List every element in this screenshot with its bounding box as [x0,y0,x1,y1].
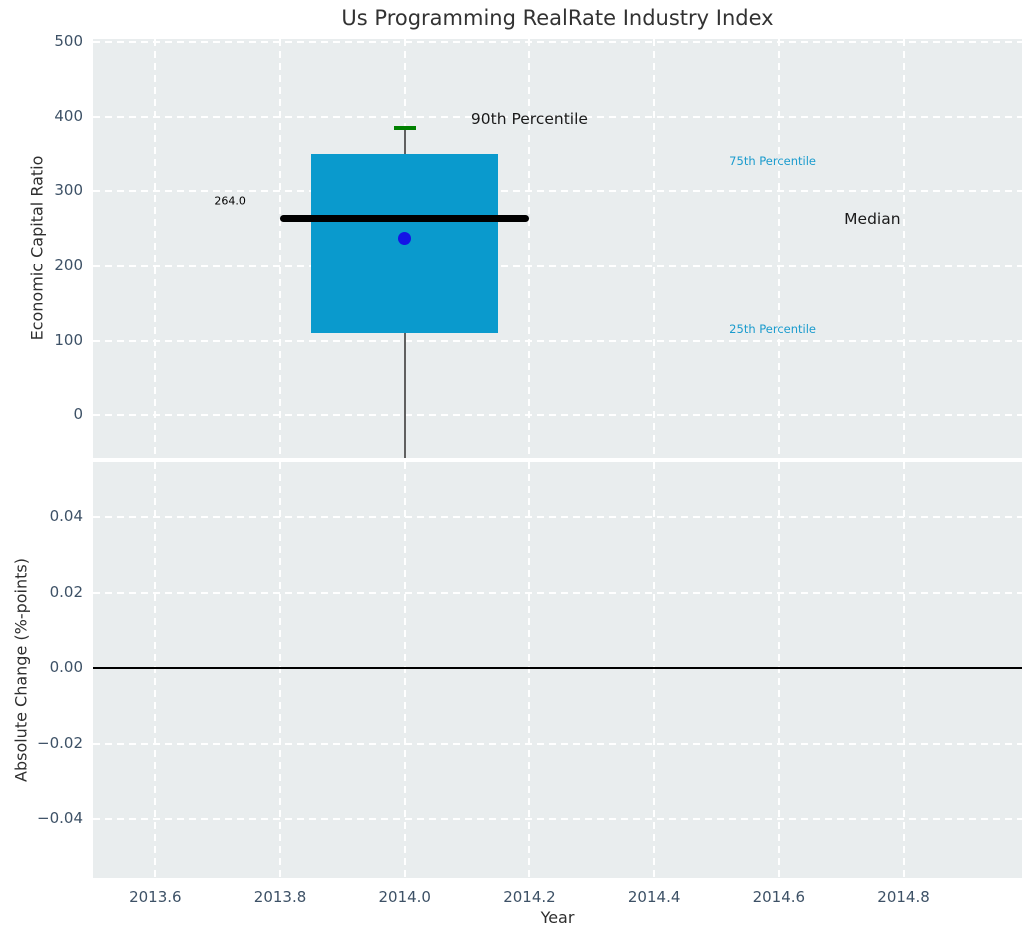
zero-line [93,667,1022,670]
x-tick-label: 2013.6 [129,888,182,906]
x-tick-label: 2014.8 [877,888,930,906]
gridline-horizontal [93,190,1022,193]
gridline-vertical [653,39,656,458]
gridline-horizontal [93,591,1022,594]
gridline-vertical [154,462,157,878]
y-tick-label: 300 [54,181,83,200]
gridline-vertical [154,39,157,458]
25th-percentile-label: 25th Percentile [729,321,817,336]
gridline-horizontal [93,339,1022,342]
y-tick-label: 0.00 [49,658,83,677]
75th-percentile-label: 75th Percentile [729,153,817,168]
gridline-vertical [777,39,780,458]
plot-area-bottom [93,462,1022,878]
y-tick-label: 0 [73,405,83,424]
gridline-horizontal [93,742,1022,745]
median-line [280,214,530,222]
gridline-vertical [528,462,531,878]
gridline-vertical [902,39,905,458]
gridline-horizontal [93,516,1022,519]
y-tick-label: 100 [54,330,83,349]
x-tick-label: 2013.8 [253,888,307,906]
gridline-vertical [279,39,282,458]
y-tick-label: 0.02 [49,582,83,601]
median-label: Median [844,209,901,228]
gridline-vertical [528,39,531,458]
y-tick-label: 0.04 [49,507,83,526]
y-tick-label: 400 [54,106,83,125]
90th-percentile-label: 90th Percentile [470,109,588,128]
y-tick-label: −0.04 [37,809,83,828]
plot-area-top: 264.0 90th Percentile 75th Percentile Media… [93,39,1022,458]
company-marker-dot [398,231,412,245]
gridline-horizontal [93,115,1022,118]
x-tick-label: 2014.0 [378,888,431,906]
x-axis-label: Year [540,908,575,927]
gridline-vertical [777,462,780,878]
x-tick-label: 2014.6 [752,888,806,906]
x-tick-label: 2014.4 [627,888,681,906]
gridline-horizontal [93,40,1022,43]
whisker-cap-90th [393,125,416,130]
gridline-horizontal [93,265,1022,268]
gridline-horizontal [93,414,1022,417]
y-tick-label: 200 [54,256,83,275]
y-tick-label: −0.02 [37,733,83,752]
gridline-vertical [279,462,282,878]
chart-title: Us Programming RealRate Industry Index [341,6,774,30]
median-value-label: 264.0 [214,194,246,208]
gridline-vertical [403,462,406,878]
gridline-vertical [653,462,656,878]
gridline-vertical [902,462,905,878]
x-tick-label: 2014.2 [503,888,556,906]
gridline-horizontal [93,818,1022,821]
y-tick-label: 500 [54,31,83,50]
